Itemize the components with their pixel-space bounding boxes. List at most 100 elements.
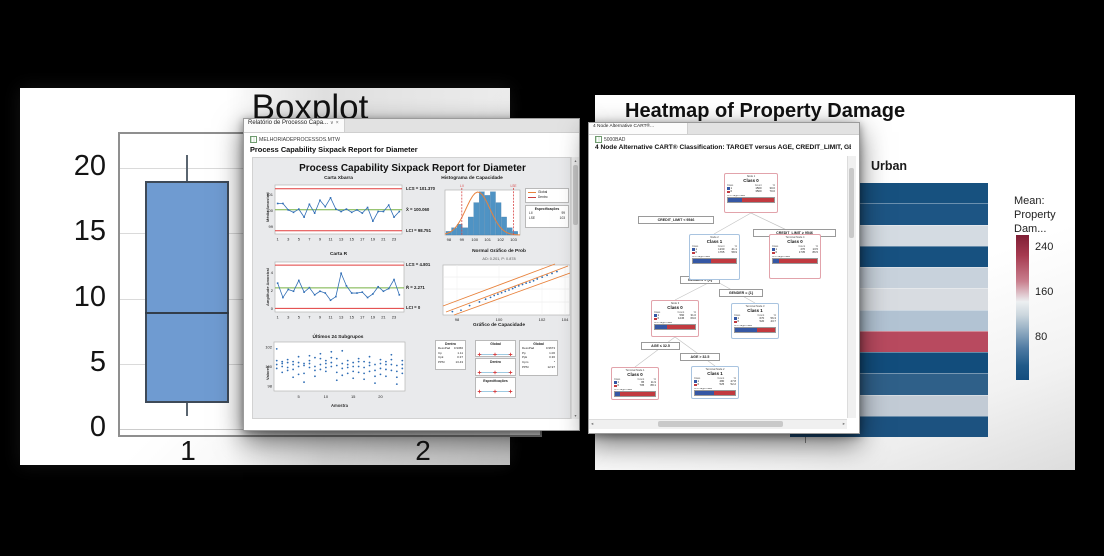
pct-value: 41.1 <box>731 247 737 251</box>
count-value: 1735 <box>798 250 806 255</box>
pct-value: 43.7 <box>770 319 776 324</box>
legend-title-line1: Mean: <box>1014 195 1045 207</box>
y-axis-tick-label: 5 <box>89 345 106 378</box>
class-value: 0 <box>775 250 778 255</box>
worksheet-icon <box>250 136 257 143</box>
xbar-ucl-label: LCS = 101.370 <box>406 186 436 191</box>
stat-value: 1.11 <box>457 350 463 355</box>
node-class-label: Class 1 <box>747 308 763 313</box>
legend-tick-label: 160 <box>1035 286 1054 298</box>
header-class: Class <box>694 377 701 380</box>
svg-text:7: 7 <box>308 237 311 242</box>
pct-value: 70.0 <box>769 189 775 194</box>
pct-value: 52.2 <box>730 382 736 387</box>
stat-value: 12.97 <box>547 364 555 369</box>
scroll-down-icon[interactable]: ▾ <box>574 413 577 418</box>
class1-bar-segment <box>693 259 711 263</box>
class-color-swatch <box>772 251 775 255</box>
svg-text:23: 23 <box>392 315 397 320</box>
stat-value: 0.36 <box>549 355 555 360</box>
subgroups-title: Últimos 24 Subgrupos <box>312 335 364 340</box>
header-count: Count <box>757 314 765 317</box>
svg-text:21: 21 <box>381 237 386 242</box>
tree-node: Node 2 Class 1 Class Count% 1 1230 41.1 0 1765 58… <box>689 234 740 280</box>
class0-bar-segment <box>741 198 774 202</box>
node-table-row: 0 3500 70.0 <box>727 189 775 194</box>
class-value: 0 <box>657 316 660 321</box>
tab-cart-report[interactable]: 4 Node Alternative CART®... <box>589 123 688 134</box>
svg-text:11: 11 <box>328 237 333 242</box>
tab-dropdown-icon[interactable]: ∨ <box>330 120 334 126</box>
stat-name: PPM <box>438 359 445 364</box>
class-value: 1 <box>697 379 700 383</box>
decision-tree-canvas: CREDIT_LIMIT < 9546 CREDIT_LIMIT ≥ 9546 GE… <box>589 156 847 418</box>
scroll-up-icon[interactable]: ▴ <box>574 158 577 163</box>
class-color-swatch <box>654 317 657 321</box>
count-value: 1500 <box>755 186 762 190</box>
histogram-title: Histograma de Capacidade <box>441 176 503 181</box>
spec-row: LII 99 <box>526 211 568 216</box>
prob-plot-subtitle: AD: 0.201, P: 0.878 <box>482 257 516 261</box>
scrollbar-thumb[interactable] <box>849 168 854 238</box>
specs-legend-title: Especificações <box>534 207 560 211</box>
svg-text:17: 17 <box>360 237 365 242</box>
subgroups-y-axis-label: Valores <box>265 365 270 380</box>
node-table-header: Class Count% <box>727 184 775 187</box>
svg-text:4: 4 <box>271 270 274 275</box>
class-color-swatch <box>694 383 697 387</box>
scrollbar-vertical[interactable]: ▴ ▾ <box>571 157 579 419</box>
scrollb​ar-horizontal[interactable]: ◂ ▸ <box>589 419 847 429</box>
svg-text:11: 11 <box>328 315 333 320</box>
stat-row: PPM 12.97 <box>520 365 557 370</box>
node-table-row: 0 705 88.1 <box>614 383 656 388</box>
class-value: 1 <box>775 247 778 251</box>
class1-bar-segment <box>655 325 668 329</box>
scrollbar-thumb[interactable] <box>573 165 578 225</box>
tab-close-icon[interactable]: × <box>335 120 339 126</box>
node-table-row: 1 480 47.8 <box>694 379 736 383</box>
svg-text:13: 13 <box>339 315 344 320</box>
class-color-swatch <box>734 317 737 320</box>
tab-sixpack-report[interactable]: Relatório de Processo Capa... ∨ × <box>244 119 345 132</box>
header-pct: % <box>772 184 775 187</box>
row-class-cell: 1 <box>734 316 747 320</box>
bar-label: % of Target Class <box>772 255 790 258</box>
row-class-cell: 0 <box>614 383 627 388</box>
tree-node: Terminal Node 3 Class 1 Class Count% 1 670 56.… <box>731 303 779 339</box>
header-class: Class <box>692 245 699 248</box>
row-class-cell: 1 <box>772 247 786 251</box>
spec-name: LII <box>529 211 533 215</box>
tree-node: Terminal Node 1 Class 0 Class Count% 1 95 11.9… <box>611 367 659 400</box>
spec-name: LSE <box>529 215 536 220</box>
interval-plot-dentro: Dentro <box>475 358 516 376</box>
header-class: Class <box>772 245 779 248</box>
header-pct: % <box>773 314 776 317</box>
svg-text:LSE: LSE <box>511 184 517 188</box>
r-chart-title: Carta R <box>329 252 348 257</box>
stat-value: 0.9673 <box>545 346 555 350</box>
svg-text:99: 99 <box>460 237 465 242</box>
header-count: Count <box>717 245 725 248</box>
interval-line <box>477 352 513 356</box>
scrollbar-vertical[interactable] <box>847 156 856 418</box>
svg-text:10: 10 <box>324 394 329 399</box>
spec-value: 103 <box>559 215 565 220</box>
worksheet-icon <box>595 136 602 143</box>
subgroups-x-axis-label: Amostra <box>331 403 348 408</box>
scroll-right-icon[interactable]: ▸ <box>842 421 845 426</box>
tree-node: Terminal Node 4 Class 0 Class Count% 1 270 13.… <box>769 234 821 279</box>
header-class: Class <box>654 311 661 314</box>
scroll-left-icon[interactable]: ◂ <box>591 421 594 426</box>
legend-line-swatch <box>528 191 536 193</box>
svg-text:99: 99 <box>269 224 274 229</box>
svg-text:1: 1 <box>277 237 280 242</box>
legend-entry: Global <box>526 189 568 194</box>
class-distribution-bar <box>692 258 737 264</box>
row-class-cell: 1 <box>614 380 627 384</box>
header-pct: % <box>815 245 818 248</box>
class-color-swatch <box>772 248 775 251</box>
count-value: 560 <box>679 313 685 317</box>
y-axis-tick-label: 10 <box>73 280 106 313</box>
svg-text:98: 98 <box>455 317 460 322</box>
scrollbar-thumb[interactable] <box>658 421 783 427</box>
